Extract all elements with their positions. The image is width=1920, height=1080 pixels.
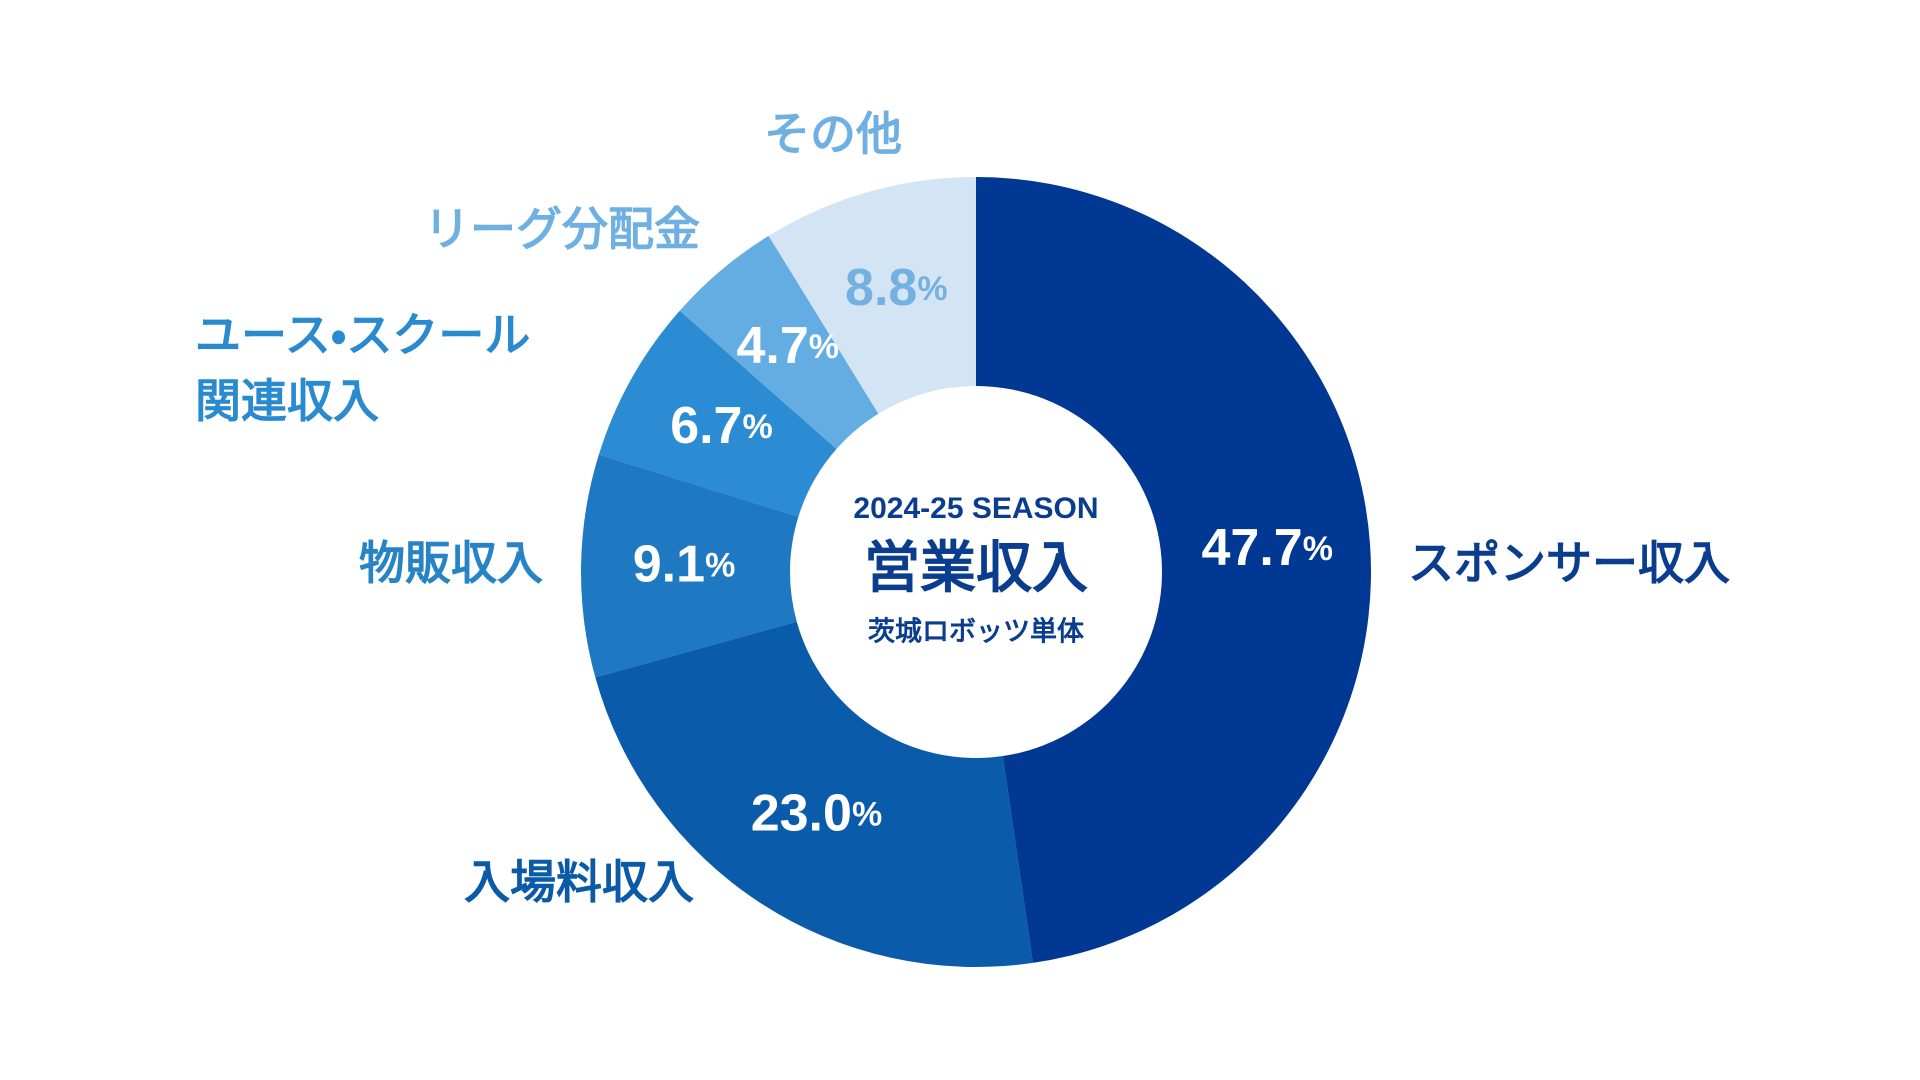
category-line: 関連収入 <box>195 374 379 428</box>
category-label: 物販収入 <box>359 536 543 590</box>
category-line: 物販収入 <box>359 536 543 590</box>
value-label: 23.0% <box>751 784 882 842</box>
value-label: 8.8% <box>845 259 948 317</box>
donut-slice <box>598 310 837 517</box>
value-unit: % <box>742 408 772 446</box>
value-number: 8.8 <box>845 259 917 317</box>
value-label: 6.7% <box>670 397 773 455</box>
donut-slice <box>976 177 1371 963</box>
value-label: 4.7% <box>736 317 839 375</box>
donut-slice <box>768 177 976 414</box>
chart-title: 営業収入 <box>864 536 1088 601</box>
category-label: その他 <box>764 107 902 161</box>
donut-slice <box>595 621 1033 967</box>
value-number: 4.7 <box>736 317 808 375</box>
category-label: リーグ分配金 <box>424 202 700 256</box>
category-label: 入場料収入 <box>464 855 694 909</box>
chart-subtitle: 2024-25 SEASON <box>853 492 1098 525</box>
donut-slice <box>581 454 799 678</box>
donut-slice <box>679 235 879 449</box>
value-number: 23.0 <box>751 784 852 842</box>
category-label: ユース・スクール関連収入 <box>195 308 530 428</box>
value-unit: % <box>705 546 735 584</box>
category-line: スポンサー収入 <box>1408 536 1730 590</box>
category-label: スポンサー収入 <box>1408 536 1730 590</box>
value-unit: % <box>852 796 882 834</box>
value-label: 47.7% <box>1202 519 1333 577</box>
value-unit: % <box>917 270 947 308</box>
value-number: 6.7 <box>670 397 742 455</box>
value-number: 47.7 <box>1202 519 1303 577</box>
value-label: 9.1% <box>633 535 736 593</box>
category-line: ユース・スクール <box>195 308 530 362</box>
category-line: その他 <box>764 107 902 161</box>
value-unit: % <box>809 328 839 366</box>
category-line: リーグ分配金 <box>424 202 700 256</box>
value-unit: % <box>1303 530 1333 568</box>
chart-note: 茨城ロボッツ単体 <box>868 616 1085 648</box>
category-line: 入場料収入 <box>464 855 694 909</box>
value-number: 9.1 <box>633 535 705 593</box>
